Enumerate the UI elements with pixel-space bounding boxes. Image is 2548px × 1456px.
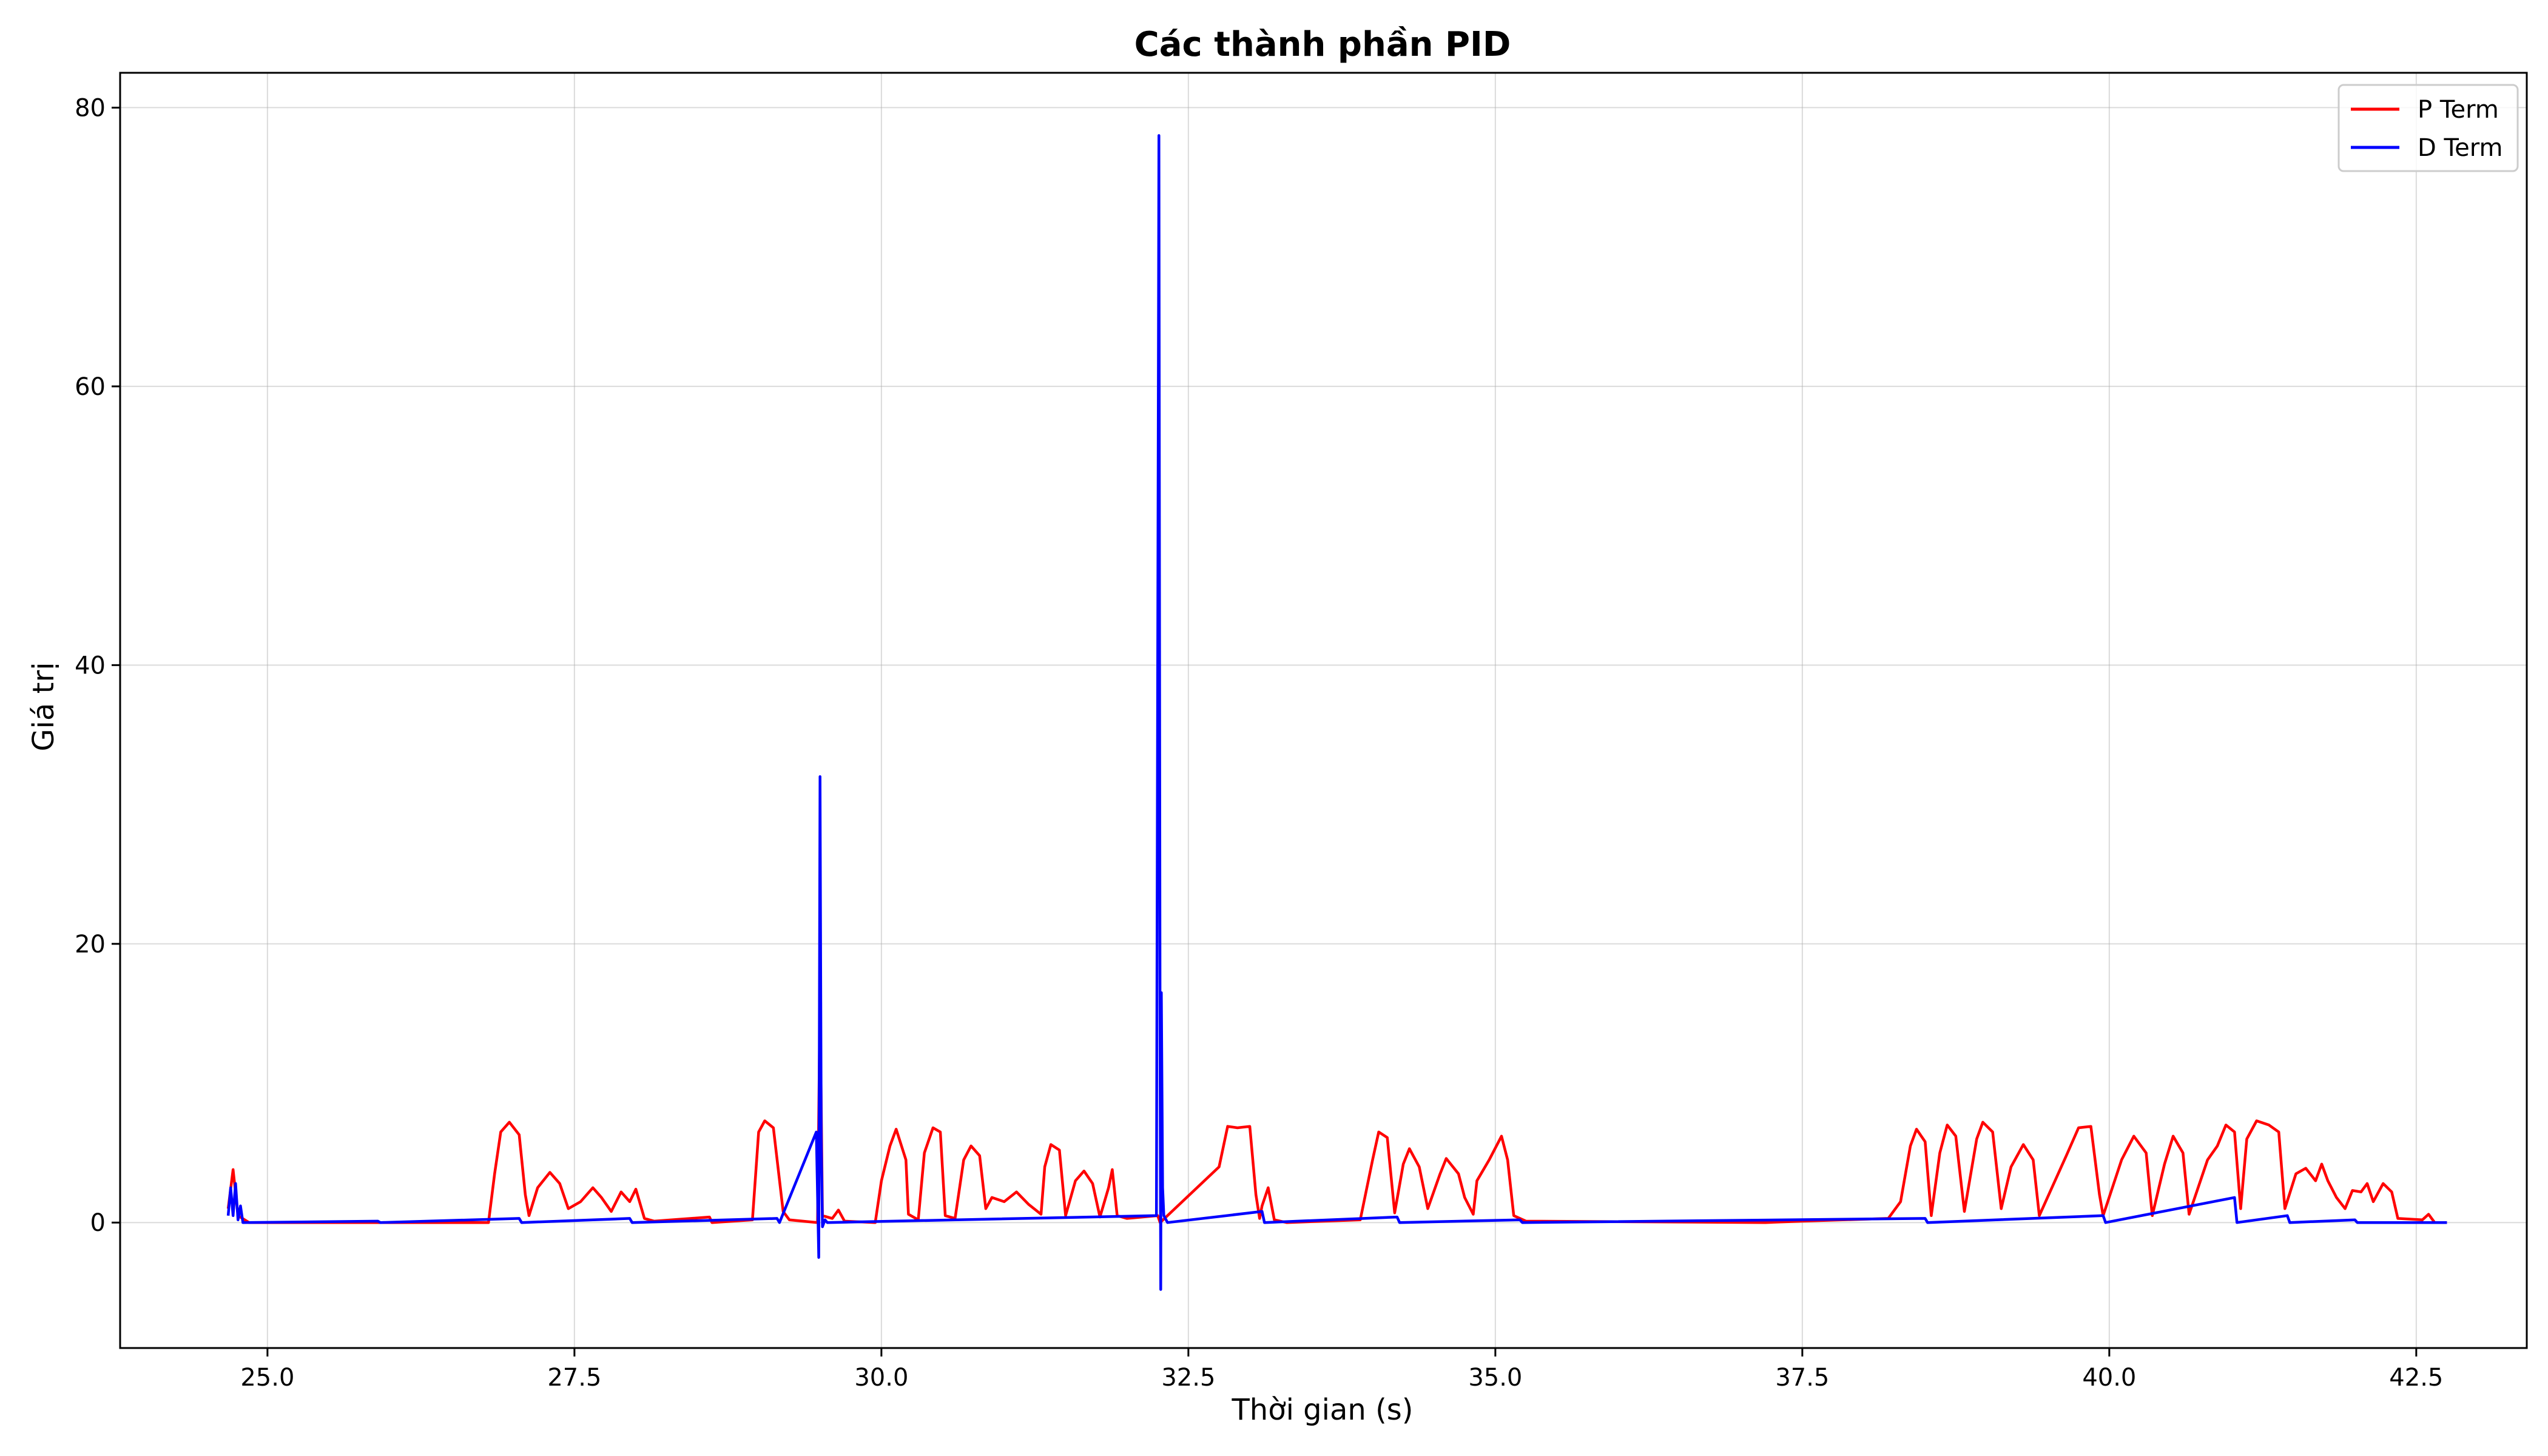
plot-area [226, 134, 2447, 1291]
legend-label: D Term [2418, 134, 2502, 162]
x-tick-label: 35.0 [1468, 1364, 1522, 1392]
legend: P Term D Term [2337, 84, 2519, 172]
x-tick-label: 25.0 [240, 1364, 294, 1392]
x-tick-label: 42.5 [2389, 1364, 2443, 1392]
x-tick-label: 32.5 [1161, 1364, 1215, 1392]
y-tick-label: 40 [75, 652, 106, 679]
y-tick-label: 0 [90, 1209, 106, 1237]
series-layer [226, 134, 2447, 1291]
x-tick-label: 40.0 [2082, 1364, 2136, 1392]
plot-frame [119, 72, 2528, 1349]
y-tick-label: 60 [75, 373, 106, 401]
x-tick-label: 37.5 [1775, 1364, 1829, 1392]
legend-label: P Term [2418, 96, 2499, 124]
legend-box [2337, 84, 2519, 172]
y-tick-label: 80 [75, 94, 106, 122]
y-tick-label: 20 [75, 931, 106, 959]
x-axis: 25.0 27.5 30.0 32.5 35.0 37.5 40.0 42.5 [240, 1348, 2443, 1392]
y-axis-label: Giá trị [27, 662, 61, 751]
y-axis: 0 20 40 60 80 [75, 94, 120, 1237]
chart-title: Các thành phần PID [1134, 25, 1511, 64]
series-line-d-term [226, 134, 2447, 1291]
x-axis-label: Thời gian (s) [1231, 1393, 1413, 1427]
grid-lines [120, 73, 2527, 1348]
x-tick-label: 27.5 [547, 1364, 601, 1392]
x-tick-label: 30.0 [854, 1364, 908, 1392]
